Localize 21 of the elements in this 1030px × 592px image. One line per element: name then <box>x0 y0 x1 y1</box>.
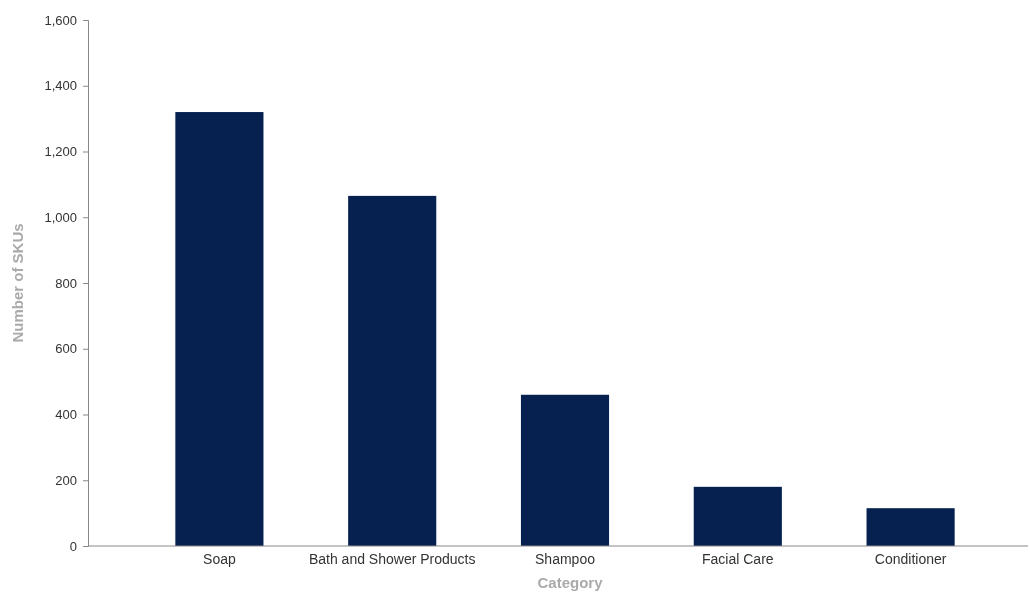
y-tick-label: 200 <box>55 472 77 488</box>
x-axis-title: Category <box>537 574 604 591</box>
x-tick-label: Soap <box>203 551 236 568</box>
x-tick-label: Facial Care <box>702 551 774 568</box>
bar <box>520 394 610 546</box>
y-tick-label: 400 <box>55 407 77 423</box>
bar <box>866 508 955 546</box>
y-tick-label: 1,400 <box>44 78 77 94</box>
bar <box>693 486 782 546</box>
y-axis-title: Number of SKUs <box>9 223 26 343</box>
y-tick-label: 0 <box>69 538 77 554</box>
y-tick-label: 1,600 <box>44 12 77 28</box>
y-tick-label: 1,200 <box>44 144 77 160</box>
x-tick-label: Conditioner <box>874 551 947 568</box>
y-tick-label: 800 <box>55 275 77 291</box>
x-tick-label: Shampoo <box>535 551 596 568</box>
y-tick-label: 600 <box>55 341 77 357</box>
x-tick-label: Bath and Shower Products <box>308 551 476 568</box>
bar <box>175 112 264 546</box>
bar <box>348 195 437 546</box>
y-tick-label: 1,000 <box>44 209 77 225</box>
